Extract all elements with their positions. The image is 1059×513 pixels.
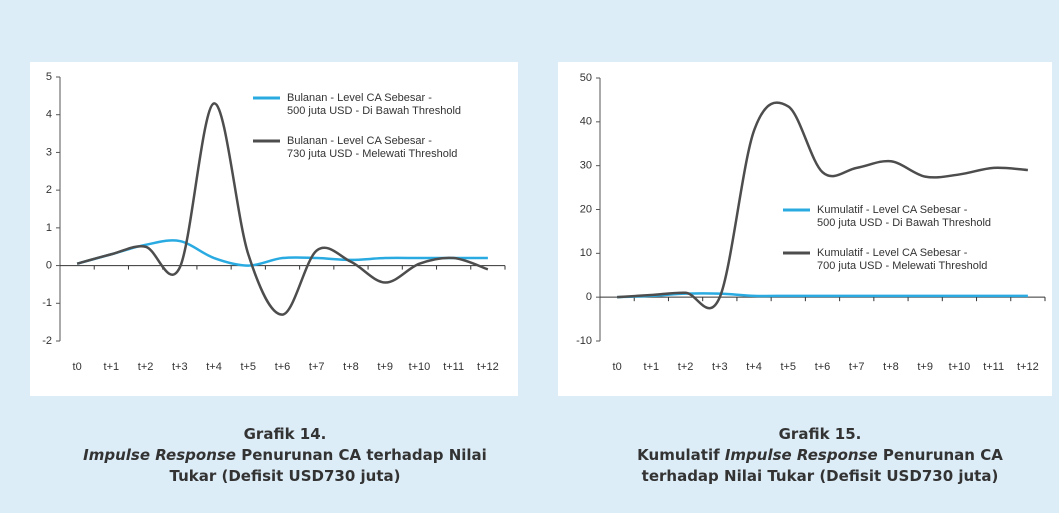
x-tick-label: t+9 <box>377 361 393 373</box>
legend-line: Bulanan - Level CA Sebesar - <box>287 135 435 147</box>
legend-label: Bulanan - Level CA Sebesar - 730 juta US… <box>287 135 457 160</box>
x-tick-label: t0 <box>613 361 622 373</box>
caption-label: Grafik 14. <box>243 425 327 443</box>
y-tick-label: -1 <box>42 297 52 309</box>
x-tick-label: t0 <box>73 361 82 373</box>
x-tick-label: t+6 <box>275 361 291 373</box>
series-line <box>76 239 488 267</box>
x-tick-label: t+11 <box>443 361 464 373</box>
x-tick-label: t+12 <box>1017 361 1039 373</box>
x-tick-label: t+7 <box>849 361 865 373</box>
y-tick-label: 0 <box>586 291 592 303</box>
y-tick-label: 20 <box>580 203 592 215</box>
x-tick-label: t+8 <box>883 361 899 373</box>
y-tick-label: 10 <box>580 247 592 259</box>
legend-line: Kumulatif - Level CA Sebesar - <box>817 204 970 216</box>
y-tick-label: 0 <box>46 259 52 271</box>
panel <box>558 62 1052 396</box>
caption-label: Grafik 15. <box>778 425 862 443</box>
legend-line: Bulanan - Level CA Sebesar - <box>287 92 435 104</box>
x-tick-label: t+1 <box>104 361 120 373</box>
x-tick-label: t+5 <box>780 361 796 373</box>
legend-line: 500 juta USD - Di Bawah Threshold <box>287 105 461 117</box>
caption-text: Impulse Response Penurunan CA terhadap N… <box>70 445 500 487</box>
legend-line: 700 juta USD - Melewati Threshold <box>817 260 987 272</box>
series-line <box>617 101 1028 310</box>
x-tick-label: t+11 <box>983 361 1004 373</box>
caption-rest: Penurunan CA terhadap Nilai Tukar (Defis… <box>169 446 487 485</box>
x-tick-label: t+7 <box>309 361 325 373</box>
y-tick-label: 40 <box>580 116 592 128</box>
caption-italic: Impulse Response <box>724 446 878 464</box>
x-tick-label: t+12 <box>477 361 499 373</box>
legend-label: Kumulatif - Level CA Sebesar - 500 juta … <box>817 204 991 229</box>
y-tick-label: 3 <box>46 146 52 158</box>
x-tick-label: t+3 <box>712 361 728 373</box>
x-tick-label: t+6 <box>815 361 831 373</box>
legend-label: Bulanan - Level CA Sebesar - 500 juta US… <box>287 92 461 117</box>
x-tick-label: t+9 <box>917 361 933 373</box>
x-tick-label: t+5 <box>240 361 256 373</box>
y-tick-label: 4 <box>46 109 52 121</box>
x-tick-label: t+10 <box>409 361 431 373</box>
legend-line: Kumulatif - Level CA Sebesar - <box>817 247 970 259</box>
caption-rest: Penurunan CA terhadap Nilai Tukar (Defis… <box>641 446 1003 485</box>
x-tick-label: t+2 <box>138 361 154 373</box>
legend-line: 500 juta USD - Di Bawah Threshold <box>817 217 991 229</box>
x-tick-label: t+8 <box>343 361 359 373</box>
caption: Grafik 15. Kumulatif Impulse Response Pe… <box>605 424 1035 487</box>
x-tick-label: t+3 <box>172 361 188 373</box>
y-tick-label: -10 <box>576 335 592 347</box>
x-tick-label: t+10 <box>949 361 971 373</box>
x-tick-label: t+4 <box>746 361 762 373</box>
caption-italic: Impulse Response <box>83 446 236 464</box>
legend-label: Kumulatif - Level CA Sebesar - 700 juta … <box>817 247 987 272</box>
x-tick-label: t+1 <box>644 361 660 373</box>
x-tick-label: t+2 <box>678 361 694 373</box>
panel <box>30 62 518 396</box>
caption-text: Kumulatif Impulse Response Penurunan CA … <box>605 445 1035 487</box>
y-tick-label: 2 <box>46 184 52 196</box>
caption-prefix: Kumulatif <box>637 446 720 464</box>
y-tick-label: 5 <box>46 71 52 83</box>
caption: Grafik 14. Impulse Response Penurunan CA… <box>70 424 500 487</box>
x-tick-label: t+4 <box>206 361 222 373</box>
y-tick-label: 50 <box>580 72 592 84</box>
series-line <box>76 102 489 316</box>
y-tick-label: -2 <box>42 335 52 347</box>
y-tick-label: 30 <box>580 160 592 172</box>
y-tick-label: 1 <box>46 222 52 234</box>
legend-line: 730 juta USD - Melewati Threshold <box>287 148 457 160</box>
